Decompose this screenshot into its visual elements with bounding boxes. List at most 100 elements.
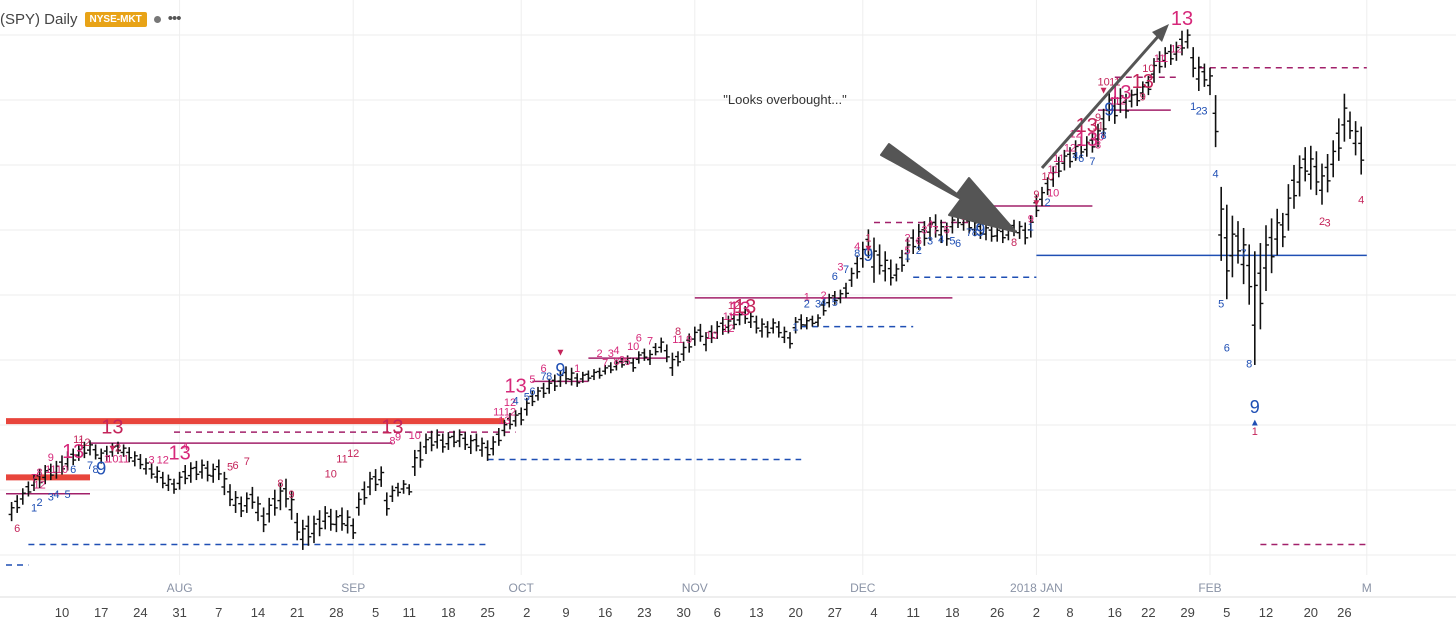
- td-count-label: 11: [45, 464, 56, 476]
- td-count-label: 8: [613, 356, 619, 368]
- ohlc-bar: [288, 491, 295, 520]
- ohlc-bar: [1207, 67, 1213, 96]
- ohlc-bar: [787, 332, 793, 349]
- ohlc-bar: [400, 480, 407, 494]
- td-count-label: 3: [1201, 105, 1207, 117]
- ohlc-bar: [899, 249, 905, 272]
- ohlc-bar: [1050, 166, 1057, 187]
- td-count-label: 8: [546, 371, 552, 383]
- ohlc-bar: [227, 484, 233, 507]
- td-count-label: 4: [927, 219, 933, 231]
- td-count-label: 9: [1095, 112, 1101, 124]
- td-count-label: 11: [1047, 164, 1058, 176]
- ohlc-bar: [927, 217, 933, 241]
- td-count-label: 12: [504, 407, 516, 419]
- exchange-badge[interactable]: NYSE-MKT: [84, 11, 147, 27]
- ohlc-bar: [14, 495, 21, 513]
- ohlc-bar: [798, 314, 805, 330]
- td-count-label: 7: [966, 227, 972, 239]
- ohlc-bar: [193, 460, 200, 481]
- ohlc-bar: [938, 219, 945, 244]
- ohlc-bar: [266, 497, 273, 523]
- ohlc-bar: [1302, 147, 1309, 182]
- ohlc-bar: [333, 510, 340, 533]
- td-count-label: 7: [244, 456, 250, 468]
- td-count-label: 10: [1142, 63, 1154, 75]
- ohlc-bar: [451, 430, 457, 448]
- td-count-label: 9: [975, 220, 985, 240]
- ohlc-bar: [871, 237, 877, 283]
- td-count-label: 13: [1076, 115, 1098, 137]
- ohlc-bar: [859, 241, 866, 268]
- td-count-label: 3: [149, 455, 155, 467]
- td-count-label: 4: [821, 297, 827, 309]
- ohlc-bar: [893, 263, 900, 282]
- ohlc-bar: [355, 492, 362, 516]
- more-dots-icon[interactable]: •••: [167, 10, 182, 27]
- ohlc-bar: [630, 358, 637, 372]
- td-count-label: 1: [905, 250, 911, 262]
- ohlc-bar: [815, 314, 821, 327]
- ohlc-bar: [764, 321, 771, 338]
- ohlc-bar: [803, 317, 810, 330]
- ohlc-bar: [389, 485, 396, 502]
- ohlc-bar: [607, 362, 614, 374]
- ohlc-bar: [848, 267, 855, 287]
- ohlc-bar: [781, 326, 788, 344]
- td-count-label: 13: [1076, 129, 1098, 151]
- ohlc-bar: [143, 458, 149, 475]
- ohlc-bar: [663, 344, 670, 363]
- ohlc-bar: [658, 337, 665, 353]
- td-count-label: 9: [1033, 189, 1039, 201]
- td-count-label: 12: [1170, 44, 1182, 56]
- td-count-label: 10: [1097, 77, 1109, 89]
- td-count-label: 8: [37, 467, 43, 479]
- day-tick-label: 25: [480, 605, 494, 620]
- td-count-label: 4: [1358, 194, 1364, 206]
- td-count-label: 9: [619, 355, 625, 367]
- td-count-label: 5: [524, 392, 530, 404]
- td-count-label: 7: [1241, 248, 1247, 260]
- td-count-label: 4: [1213, 168, 1219, 180]
- ohlc-bar: [36, 469, 43, 489]
- td-count-label: 9: [1028, 214, 1034, 226]
- ohlc-bar: [255, 496, 261, 522]
- td-count-label: 8: [277, 478, 283, 490]
- td-count-label: 10: [1047, 187, 1059, 199]
- month-tick-label: OCT: [509, 581, 535, 595]
- ohlc-bar: [1358, 126, 1365, 175]
- ohlc-bar: [742, 306, 749, 324]
- ohlc-bar: [770, 318, 777, 334]
- ohlc-bar: [1263, 225, 1269, 291]
- td-count-label: 12: [728, 300, 740, 312]
- ohlc-bar: [490, 436, 497, 456]
- ohlc-bar: [1324, 154, 1331, 193]
- ohlc-bar: [1319, 163, 1325, 205]
- ohlc-bar: [1117, 88, 1124, 113]
- ohlc-bar: [311, 515, 317, 544]
- ohlc-bar: [439, 433, 446, 453]
- td-count-label: 2: [597, 348, 603, 360]
- ohlc-bar: [523, 397, 530, 416]
- annotation-arrows: [880, 24, 1169, 233]
- td-count-label: 13: [498, 415, 510, 427]
- td-count-label: 5: [227, 461, 233, 473]
- ohlc-bar: [747, 311, 754, 328]
- ohlc-bar: [1167, 44, 1174, 65]
- day-tick-label: 20: [1304, 605, 1318, 620]
- day-tick-label: 30: [676, 605, 690, 620]
- td-count-label: 9: [48, 452, 54, 464]
- ohlc-bar: [1279, 212, 1286, 248]
- sell-signal-arrow-icon: ▼: [1099, 86, 1109, 97]
- ohlc-bar: [1156, 51, 1163, 74]
- td-count-label: 3: [48, 492, 54, 504]
- td-count-label: 12: [1064, 142, 1076, 154]
- ohlc-bar: [624, 355, 631, 365]
- td-count-label: 3: [921, 224, 927, 236]
- ohlc-bar: [1313, 151, 1320, 196]
- ohlc-bar: [232, 491, 239, 513]
- td-count-label: 1: [574, 363, 580, 375]
- td-count-label: 1: [804, 292, 810, 304]
- sell-signal-arrow-icon: ▼: [1031, 198, 1041, 209]
